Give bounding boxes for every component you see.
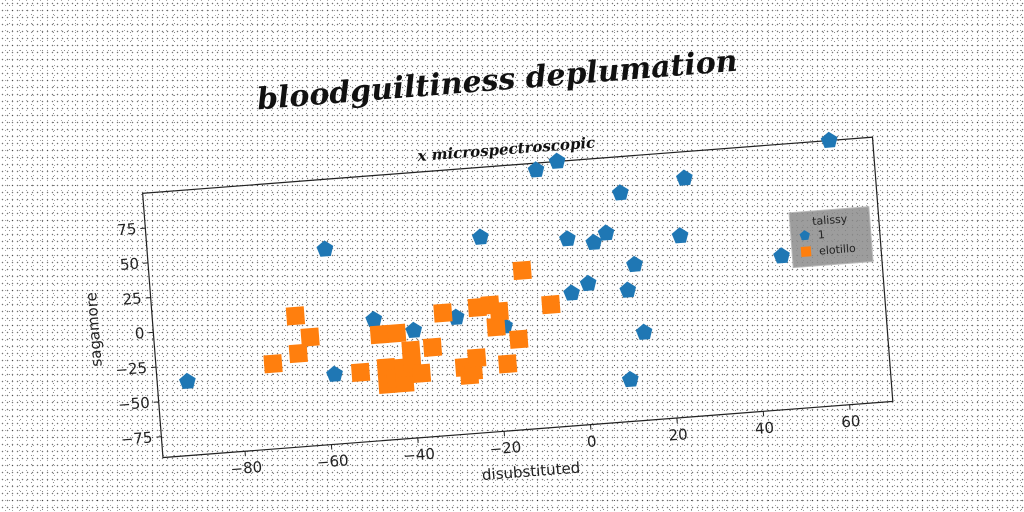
data-point-pentagon: [675, 169, 693, 186]
data-point-pentagon: [527, 161, 545, 178]
legend-label: elotillo: [819, 242, 857, 258]
data-point-pentagon: [365, 310, 383, 328]
data-point-pentagon: [326, 365, 343, 382]
legend-marker: [800, 246, 812, 257]
x-axis-label: disubstituted: [481, 459, 581, 484]
x-tick-label: 60: [841, 412, 861, 431]
data-point-pentagon: [820, 131, 838, 148]
data-point-square: [350, 362, 371, 383]
data-point-square: [387, 323, 407, 343]
data-point-square: [486, 317, 506, 337]
data-point-square: [263, 354, 283, 374]
data-point-pentagon: [548, 152, 566, 169]
data-point-pentagon: [773, 247, 790, 264]
data-point-pentagon: [635, 323, 653, 340]
data-point-pentagon: [179, 372, 196, 390]
y-tick-label: 75: [117, 220, 137, 239]
y-tick-label: −25: [115, 359, 148, 379]
data-point-pentagon: [316, 240, 334, 257]
legend-title: talissy: [812, 212, 849, 228]
data-point-square: [422, 337, 443, 357]
data-point-square: [300, 327, 320, 347]
data-point-square: [512, 260, 532, 281]
data-point-pentagon: [671, 227, 689, 244]
y-tick-label: −50: [117, 394, 150, 414]
data-point-square: [433, 303, 453, 323]
x-tick-label: −80: [230, 458, 263, 478]
data-point-square: [288, 343, 308, 364]
data-point-pentagon: [405, 321, 423, 339]
data-point-square: [285, 306, 306, 326]
x-axis: −80 −60 −40 −20 0 20 40 60: [230, 404, 861, 478]
data-point-pentagon: [579, 274, 597, 292]
x-tick-label: 0: [586, 432, 597, 451]
data-point-square: [497, 354, 518, 374]
y-tick-label: 0: [134, 324, 145, 343]
y-axis: −75 −50 −25 0 25 50 75: [115, 220, 162, 449]
data-point-pentagon: [611, 184, 629, 201]
data-points: [179, 131, 838, 394]
data-point-pentagon: [559, 230, 576, 247]
plot-area: [141, 136, 894, 459]
chart-title: bloodguiltiness deplumation: [256, 44, 739, 118]
x-tick-label: 40: [754, 419, 774, 438]
data-point-pentagon: [471, 228, 489, 245]
data-point-square: [411, 363, 432, 383]
data-point-square: [467, 348, 487, 368]
x-tick-label: −40: [403, 445, 436, 465]
data-point-pentagon: [621, 370, 639, 388]
data-point-pentagon: [597, 224, 615, 241]
data-point-pentagon: [585, 233, 603, 251]
y-tick-label: 25: [122, 289, 142, 308]
data-point-pentagon: [563, 284, 580, 301]
x-tick-label: 20: [668, 425, 688, 444]
data-point-square: [541, 294, 561, 315]
data-point-square: [489, 301, 509, 322]
x-tick-label: −60: [316, 451, 349, 471]
y-tick-label: −75: [120, 428, 153, 448]
legend-marker: [799, 230, 810, 241]
x-tick-label: −20: [489, 438, 522, 458]
data-point-square: [369, 324, 390, 345]
data-point-pentagon: [626, 255, 643, 273]
data-point-square: [509, 329, 529, 349]
y-axis-label: sagamore: [82, 292, 106, 368]
data-point-pentagon: [619, 281, 637, 298]
data-point-square: [395, 373, 415, 393]
legend-label: 1: [817, 228, 825, 241]
y-tick-label: 50: [119, 255, 139, 274]
